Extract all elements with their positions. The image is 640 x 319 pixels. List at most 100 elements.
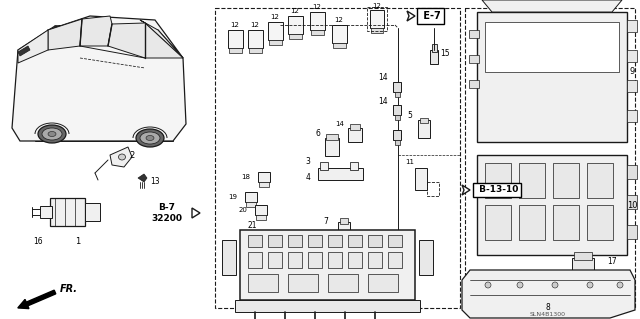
Bar	[627, 195, 637, 209]
Ellipse shape	[42, 128, 62, 140]
Text: B-13-10: B-13-10	[476, 186, 518, 195]
Text: B-7
32200: B-7 32200	[152, 203, 182, 223]
Bar	[368, 274, 398, 292]
Text: 1: 1	[76, 238, 81, 247]
Bar	[469, 80, 479, 88]
Text: 12: 12	[335, 17, 344, 23]
Bar	[85, 203, 100, 221]
Bar	[465, 8, 635, 308]
Text: FR.: FR.	[60, 284, 78, 294]
Bar	[215, 8, 460, 308]
Bar	[553, 163, 579, 198]
Bar	[348, 252, 362, 268]
Bar	[519, 163, 545, 198]
Polygon shape	[462, 185, 470, 195]
Text: 13: 13	[150, 177, 160, 187]
Ellipse shape	[517, 282, 523, 288]
Text: 12: 12	[251, 22, 259, 28]
Bar	[368, 252, 382, 268]
Bar	[370, 10, 384, 28]
Ellipse shape	[136, 129, 164, 147]
Bar	[627, 80, 637, 92]
Bar	[229, 48, 242, 53]
Bar	[419, 240, 433, 275]
Bar	[427, 182, 439, 196]
Bar	[587, 163, 613, 198]
Bar	[289, 34, 302, 39]
Bar	[395, 115, 400, 120]
Bar	[228, 30, 243, 48]
Bar	[485, 163, 511, 198]
Bar	[388, 235, 402, 247]
Text: 15: 15	[440, 49, 450, 58]
Bar	[268, 252, 282, 268]
Bar	[627, 110, 637, 122]
Bar	[288, 274, 318, 292]
Text: 21: 21	[247, 221, 257, 231]
Text: 5: 5	[408, 110, 412, 120]
Ellipse shape	[38, 125, 66, 143]
Text: 12: 12	[271, 14, 280, 20]
Bar	[348, 235, 362, 247]
Bar	[627, 165, 637, 179]
Bar	[318, 168, 363, 180]
Bar	[325, 138, 339, 156]
Text: 12: 12	[291, 8, 300, 14]
Bar	[350, 124, 360, 130]
Bar	[259, 182, 269, 187]
Text: 19: 19	[228, 194, 237, 200]
Bar	[308, 235, 322, 247]
Text: 20: 20	[238, 207, 247, 213]
Bar	[268, 22, 283, 40]
Bar	[256, 215, 266, 220]
Bar	[268, 235, 282, 247]
Bar	[328, 274, 358, 292]
Bar	[393, 82, 401, 92]
Bar	[308, 252, 322, 268]
Text: 14: 14	[378, 97, 388, 106]
Text: 7: 7	[323, 218, 328, 226]
Bar	[269, 40, 282, 45]
Bar	[326, 134, 338, 140]
Bar	[248, 30, 263, 48]
Bar	[469, 30, 479, 38]
Ellipse shape	[118, 154, 125, 160]
Ellipse shape	[552, 282, 558, 288]
Ellipse shape	[48, 131, 56, 137]
Bar	[288, 235, 302, 247]
Text: 9: 9	[629, 68, 635, 77]
Polygon shape	[110, 147, 132, 167]
Bar	[311, 30, 324, 35]
Bar	[418, 120, 430, 138]
Text: 17: 17	[607, 257, 617, 266]
FancyArrow shape	[18, 290, 56, 308]
Bar	[50, 198, 85, 226]
Polygon shape	[192, 208, 200, 218]
Bar	[310, 12, 325, 30]
Bar	[248, 274, 278, 292]
Bar	[328, 252, 342, 268]
Bar	[255, 205, 267, 215]
Bar	[519, 205, 545, 240]
Bar	[328, 235, 342, 247]
Polygon shape	[48, 19, 82, 50]
Polygon shape	[12, 26, 186, 141]
Text: 3: 3	[305, 158, 310, 167]
Bar	[371, 28, 383, 33]
Bar	[332, 25, 347, 43]
Bar	[248, 235, 262, 247]
Bar	[574, 252, 592, 260]
Bar	[395, 140, 400, 145]
Bar	[240, 230, 415, 300]
Bar	[235, 300, 420, 312]
Text: 8: 8	[546, 303, 550, 313]
Bar	[432, 44, 437, 52]
Bar	[245, 192, 257, 202]
Polygon shape	[18, 46, 30, 56]
Text: 12: 12	[312, 4, 321, 10]
Bar	[553, 205, 579, 240]
Bar	[393, 130, 401, 140]
Bar	[367, 7, 387, 31]
Text: 14: 14	[378, 73, 388, 83]
Bar	[333, 43, 346, 48]
